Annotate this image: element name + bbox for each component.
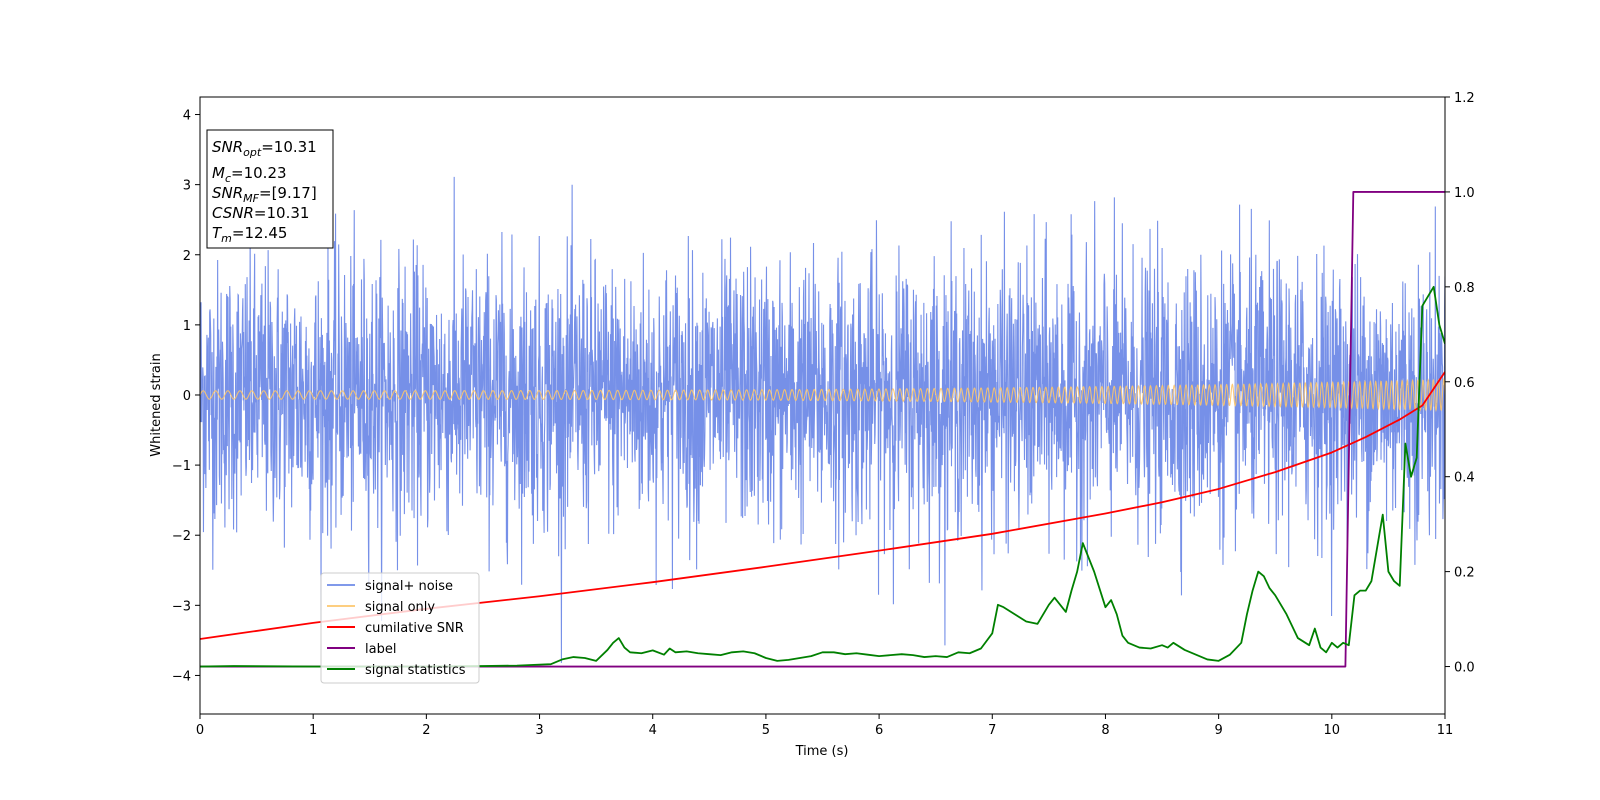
series-signal-only-line [200,377,1445,413]
x-tick-label: 4 [649,723,657,738]
y2-tick-label: 0.4 [1454,471,1475,486]
legend-entry-signal-only: signal only [365,600,435,615]
x-tick-label: 6 [875,723,883,738]
y2-tick-label: 1.2 [1454,91,1475,106]
y-tick-label: −2 [172,529,191,544]
y-axis-left: −4 −3 −2 −1 0 1 2 3 4 [172,109,200,684]
series-signal-statistics-line [200,285,1445,668]
x-tick-label: 0 [196,723,204,738]
annotation-frame [206,129,334,249]
series-cumilative-snr-line [200,371,1445,640]
y2-tick-label: 0.8 [1454,281,1475,296]
x-tick-label: 5 [762,723,770,738]
y-tick-label: 3 [183,179,191,194]
x-axis-label: Time (s) [795,744,849,759]
y2-tick-label: 0.6 [1454,376,1475,391]
series-label-line [200,191,1445,668]
legend-entry-signal-statistics: signal statistics [365,663,466,678]
series-layer [200,176,1445,668]
x-tick-label: 9 [1214,723,1222,738]
x-tick-label: 2 [422,723,430,738]
y-tick-label: 1 [183,319,191,334]
y-tick-label: −3 [172,599,191,614]
y-tick-label: −1 [172,459,191,474]
plot-frame [199,96,1446,715]
legend: signal+ noise signal only cumilative SNR la… [320,572,480,684]
y2-tick-label: 0.0 [1454,661,1475,676]
annotation-line: Mc=10.23 [212,164,287,185]
y2-tick-label: 1.0 [1454,186,1475,201]
legend-frame [320,572,480,684]
x-tick-label: 3 [535,723,543,738]
x-axis: 0 1 2 3 4 5 6 7 8 9 10 11 [196,714,1453,738]
legend-entry-label: label [365,642,396,657]
y-tick-label: −4 [172,669,191,684]
x-tick-label: 11 [1437,723,1454,738]
x-tick-label: 8 [1101,723,1109,738]
annotation-box: SNRopt=10.31 Mc=10.23SNRMF=[9.17]CSNR=10.… [206,129,334,249]
x-tick-label: 10 [1324,723,1341,738]
legend-entry-cumilative-snr: cumilative SNR [365,621,464,636]
annotation-line: SNRMF=[9.17] [212,184,317,205]
y-axis-right: 0.0 0.2 0.4 0.6 0.8 1.0 1.2 [1445,91,1475,676]
y-tick-label: 4 [183,109,191,124]
x-tick-label: 7 [988,723,996,738]
annotation-line: SNRopt=10.31 [212,138,317,159]
y-axis-label: Whitened strain [149,353,164,456]
y-tick-label: 2 [183,249,191,264]
annotation-line: Tm=12.45 [212,224,287,245]
legend-entry-signal-noise: signal+ noise [365,579,453,594]
annotation-line: CSNR=10.31 [212,204,309,222]
y2-tick-label: 0.2 [1454,566,1475,581]
series-signal-noise-line [200,176,1445,663]
y-tick-label: 0 [183,389,191,404]
x-tick-label: 1 [309,723,317,738]
